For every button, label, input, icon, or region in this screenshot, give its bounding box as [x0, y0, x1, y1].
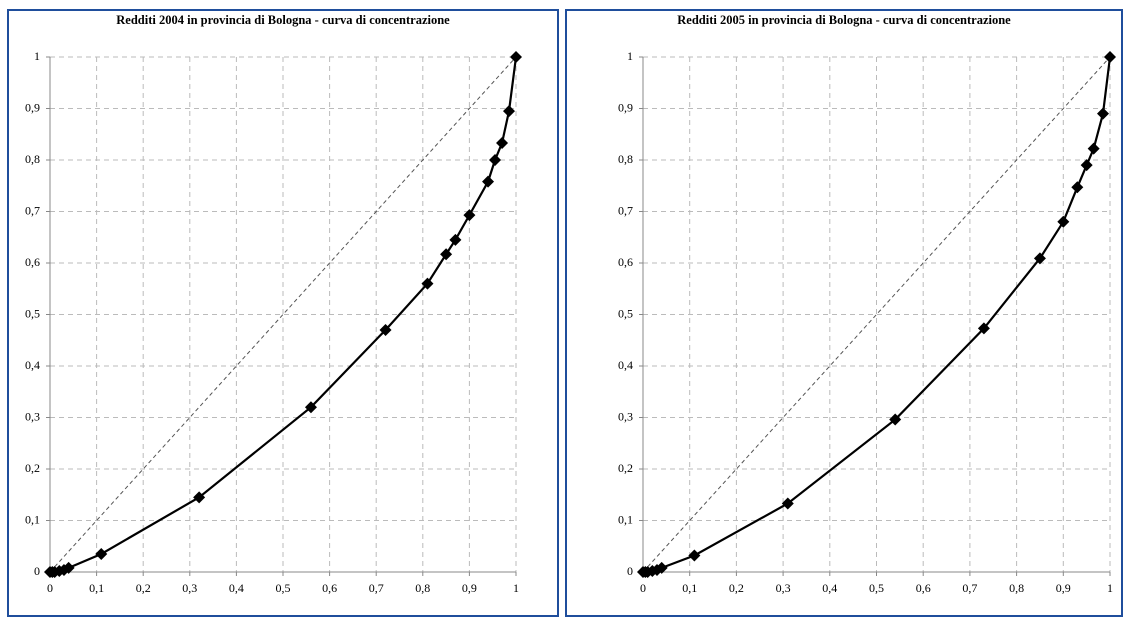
marker: [379, 323, 392, 336]
x-tick-label: 0,6: [322, 581, 337, 595]
y-tick-label: 0,1: [618, 512, 633, 526]
chart-title: Redditi 2004 in provincia di Bologna - c…: [116, 13, 450, 27]
marker: [95, 547, 108, 560]
x-tick-label: 0: [640, 581, 646, 595]
y-tick-label: 0: [627, 564, 633, 578]
marker: [1104, 51, 1116, 63]
marker: [1096, 107, 1109, 120]
marker: [1033, 252, 1046, 265]
marker: [421, 277, 434, 290]
x-tick-label: 0,4: [229, 581, 244, 595]
marker: [1087, 142, 1100, 155]
marker: [449, 233, 462, 246]
marker: [503, 105, 516, 118]
y-tick-label: 0,2: [618, 461, 633, 475]
x-tick-label: 0,3: [776, 581, 791, 595]
marker: [193, 491, 206, 504]
y-tick-label: 0,7: [25, 203, 40, 217]
x-tick-label: 0,1: [89, 581, 104, 595]
marker: [62, 561, 75, 574]
marker: [1080, 159, 1093, 172]
x-tick-label: 0: [47, 581, 53, 595]
marker: [781, 497, 794, 510]
y-tick-label: 0: [34, 564, 40, 578]
marker: [1071, 181, 1084, 194]
x-tick-label: 0,6: [916, 581, 931, 595]
x-tick-label: 0,7: [962, 581, 977, 595]
y-tick-label: 0,8: [25, 152, 40, 166]
x-tick-label: 0,1: [682, 581, 697, 595]
marker: [496, 137, 509, 150]
x-tick-label: 0,5: [869, 581, 884, 595]
y-tick-label: 0,3: [25, 409, 40, 423]
y-tick-label: 0,1: [25, 512, 40, 526]
x-tick-label: 0,4: [822, 581, 837, 595]
marker: [1057, 215, 1070, 228]
marker: [482, 175, 495, 188]
chart-title: Redditi 2005 in provincia di Bologna - c…: [677, 13, 1011, 27]
x-tick-label: 1: [1107, 581, 1113, 595]
marker: [440, 248, 453, 261]
y-tick-label: 0,3: [618, 409, 633, 423]
marker: [688, 549, 701, 562]
x-tick-label: 0,9: [1056, 581, 1071, 595]
y-tick-label: 0,5: [618, 306, 633, 320]
x-tick-label: 0,9: [462, 581, 477, 595]
marker: [489, 154, 502, 166]
marker: [57, 563, 70, 576]
y-tick-label: 0,4: [25, 358, 40, 372]
x-tick-label: 0,8: [1009, 581, 1024, 595]
y-tick-label: 1: [34, 49, 40, 63]
x-tick-label: 1: [513, 581, 519, 595]
x-tick-label: 0,2: [136, 581, 151, 595]
x-tick-label: 0,5: [276, 581, 291, 595]
x-tick-label: 0,7: [369, 581, 384, 595]
x-tick-label: 0,8: [415, 581, 430, 595]
equality-line: [49, 56, 517, 573]
marker: [889, 413, 902, 426]
x-tick-label: 0,3: [182, 581, 197, 595]
y-tick-label: 0,9: [618, 100, 633, 114]
y-tick-label: 0,2: [25, 461, 40, 475]
y-tick-label: 0,4: [618, 358, 633, 372]
y-tick-label: 0,5: [25, 306, 40, 320]
y-tick-label: 0,6: [618, 255, 633, 269]
marker: [510, 51, 522, 63]
marker: [463, 209, 476, 222]
y-tick-label: 0,9: [25, 100, 40, 114]
y-tick-label: 0,7: [618, 203, 633, 217]
panel-frame: [565, 9, 1123, 617]
marker: [977, 322, 990, 335]
y-tick-label: 1: [627, 49, 633, 63]
equality-line: [642, 56, 1111, 573]
marker: [304, 401, 317, 414]
y-tick-label: 0,8: [618, 152, 633, 166]
x-tick-label: 0,2: [729, 581, 744, 595]
marker: [655, 561, 668, 574]
y-tick-label: 0,6: [25, 255, 40, 269]
